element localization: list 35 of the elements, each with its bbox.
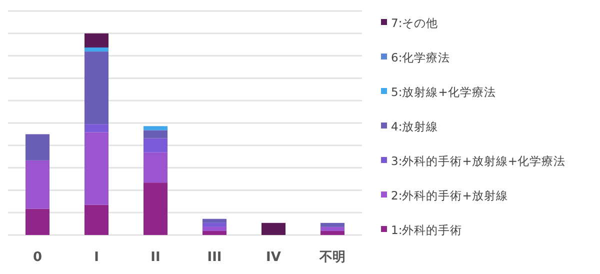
legend-label: 7:その他 [391, 16, 438, 30]
x-tick-label: 不明 [318, 250, 346, 265]
legend-label: 5:放射線+化学療法 [391, 85, 496, 99]
bar [84, 132, 108, 205]
bar [26, 134, 50, 160]
bar [202, 218, 226, 223]
bar [84, 124, 108, 132]
bar [144, 152, 168, 183]
x-tick-label: III [207, 250, 222, 265]
bar [144, 130, 168, 138]
legend-label: 1:外科的手術 [391, 223, 462, 237]
legend-label: 2:外科的手術+放射線 [391, 188, 508, 202]
bar [26, 160, 50, 209]
bar [144, 182, 168, 235]
x-tick-label: IV [266, 250, 281, 265]
bar [202, 222, 226, 227]
x-tick-label: II [150, 250, 160, 265]
bar [320, 222, 344, 227]
legend-label: 6:化学療法 [391, 50, 450, 64]
x-tick-label: I [94, 250, 99, 265]
bar [320, 230, 344, 235]
bar [84, 33, 108, 48]
bar [202, 226, 226, 231]
bar [262, 222, 286, 235]
bar [26, 208, 50, 235]
bar [320, 226, 344, 231]
bar [84, 48, 108, 52]
bar [84, 204, 108, 235]
bar [202, 230, 226, 235]
x-tick-label: 0 [32, 250, 42, 265]
bar [84, 52, 108, 124]
bar [144, 138, 168, 152]
bar [144, 126, 168, 130]
legend-label: 4:放射線 [391, 120, 438, 134]
legend-label: 3:外科的手術+放射線+化学療法 [391, 154, 566, 168]
